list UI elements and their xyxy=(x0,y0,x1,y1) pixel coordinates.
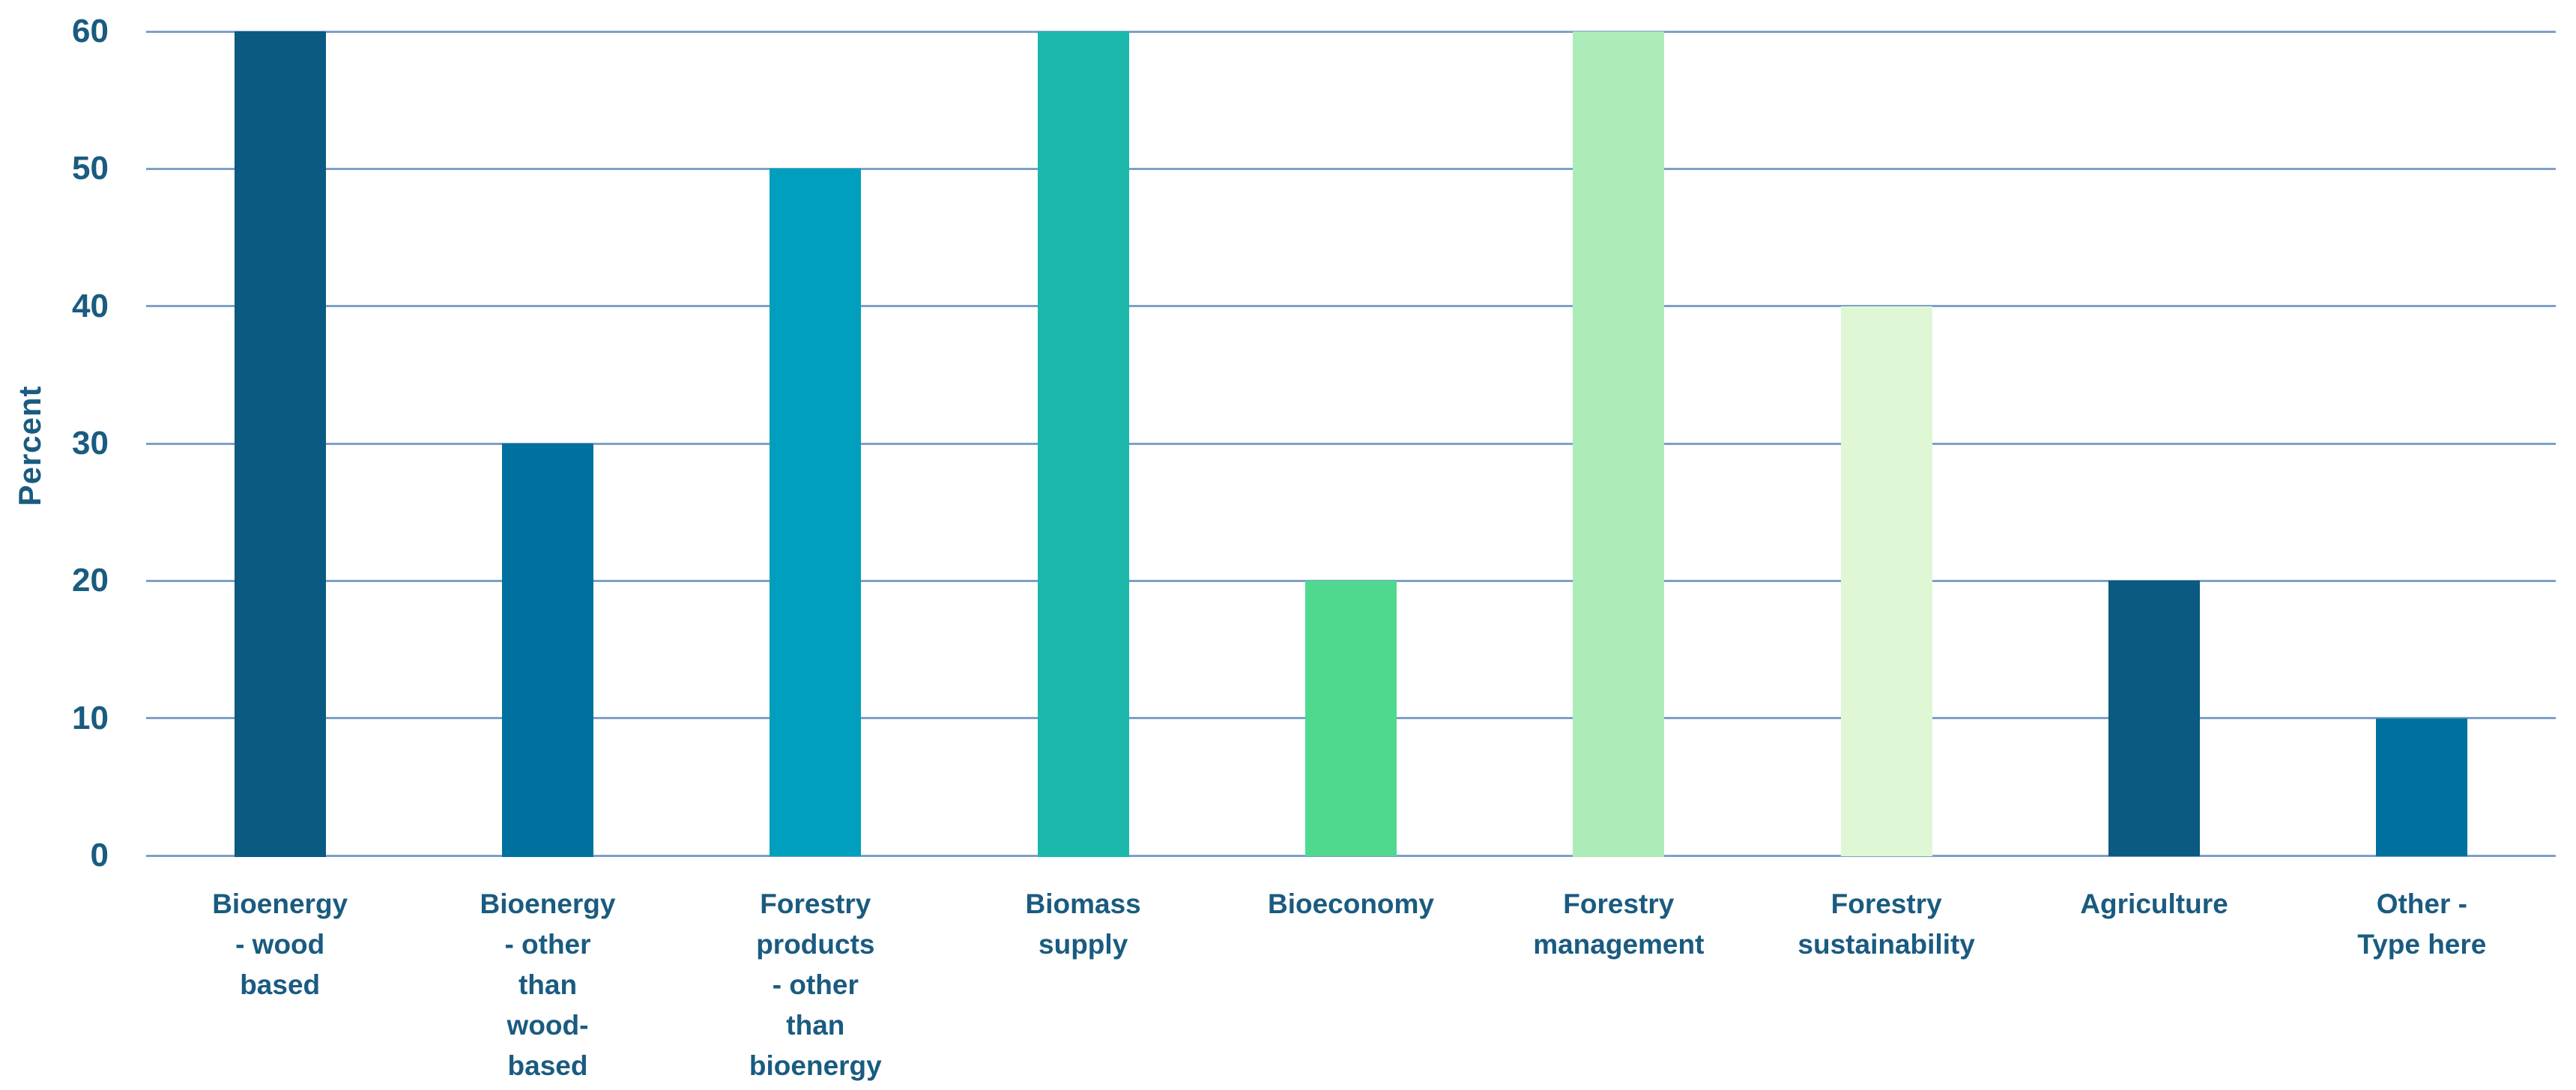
bar-forestry-sustainability xyxy=(1840,306,1932,857)
y-tick-label-40: 40 xyxy=(72,287,109,324)
y-tick-label-60: 60 xyxy=(72,13,109,49)
y-tick-label-30: 30 xyxy=(72,425,109,461)
bar-bioeconomy xyxy=(1305,581,1397,857)
gridline-60 xyxy=(146,30,2556,33)
x-label-forestry-management: Forestry management xyxy=(1533,888,1705,960)
x-label-bioeconomy: Bioeconomy xyxy=(1267,888,1435,919)
bar-bioenergy-wood-based xyxy=(234,31,326,857)
bar-forestry-products-other-than-bioenergy xyxy=(770,169,862,857)
y-tick-label-0: 0 xyxy=(90,837,109,873)
gridline-30 xyxy=(146,442,2556,445)
bar-bioenergy-other-than-wood-based xyxy=(502,443,593,857)
bar-biomass-supply xyxy=(1037,31,1129,857)
x-label-bioenergy-other-than-wood-based: Bioenergy - other than wood- based xyxy=(480,888,616,1081)
x-label-biomass-supply: Biomass supply xyxy=(1025,888,1141,960)
x-label-agriculture: Agriculture xyxy=(2080,888,2228,919)
bar-agriculture xyxy=(2108,581,2200,857)
bar-other-type-here xyxy=(2376,718,2468,857)
bar-forestry-management xyxy=(1573,31,1665,857)
gridline-50 xyxy=(146,167,2556,170)
x-label-forestry-products-other-than-bioenergy: Forestry products - other than bioenergy xyxy=(749,888,882,1081)
x-label-bioenergy-wood-based: Bioenergy - wood based xyxy=(212,888,348,1000)
x-label-other-type-here: Other - Type here xyxy=(2357,888,2487,960)
y-tick-label-50: 50 xyxy=(72,150,109,187)
x-label-forestry-sustainability: Forestry sustainability xyxy=(1798,888,1975,960)
y-tick-label-20: 20 xyxy=(72,562,109,599)
gridline-40 xyxy=(146,305,2556,308)
y-tick-label-10: 10 xyxy=(72,699,109,736)
